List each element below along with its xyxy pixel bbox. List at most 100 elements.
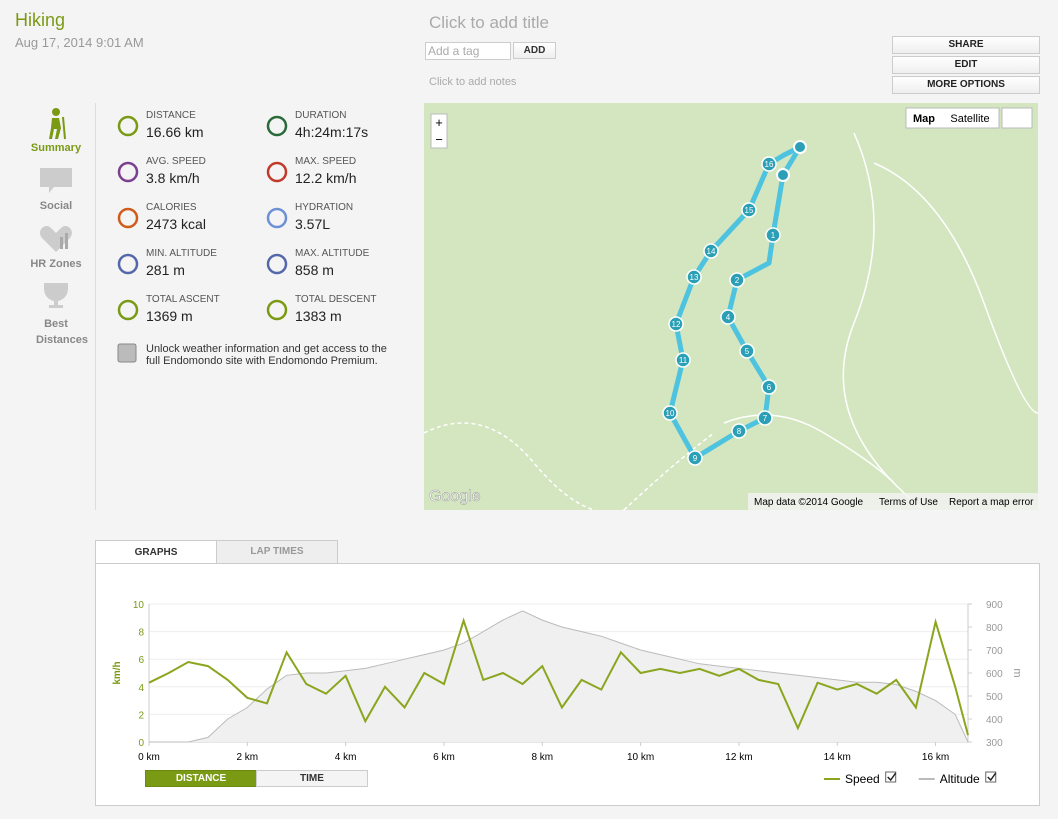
stat-label: TOTAL DESCENT	[295, 294, 377, 305]
y2-tick-label: 500	[986, 692, 1003, 703]
route-marker[interactable]	[741, 202, 757, 218]
y2-axis-label: m	[1011, 668, 1023, 677]
y2-tick-label: 600	[986, 669, 1003, 680]
nav-summary[interactable]: Summary	[30, 142, 82, 154]
y2-tick-label: 300	[986, 738, 1003, 749]
route-marker-label: 15	[745, 206, 754, 215]
x-tick-label: 0 km	[138, 752, 160, 763]
title-input[interactable]: Click to add title	[429, 13, 549, 32]
route-marker[interactable]	[761, 156, 777, 172]
x-tick-label: 14 km	[824, 752, 851, 763]
promo-text: Unlock weather information and get acces…	[146, 343, 387, 367]
route-marker[interactable]	[761, 379, 777, 395]
legend-check	[987, 772, 997, 782]
stat-value: 4h:24m:17s	[295, 124, 369, 140]
route-marker-label: 9	[693, 454, 698, 463]
route-marker[interactable]	[662, 405, 678, 421]
toggle-time[interactable]: TIME	[256, 770, 368, 787]
route-marker[interactable]	[729, 272, 745, 288]
zoom-in[interactable]: +	[435, 115, 443, 130]
route-marker-label: 4	[726, 313, 731, 322]
route-marker[interactable]	[686, 269, 702, 285]
route-marker-label: 11	[679, 356, 688, 365]
google-logo: Google	[429, 488, 481, 505]
legend-check	[887, 772, 897, 782]
more-options-button[interactable]: MORE OPTIONS	[892, 76, 1040, 94]
speed-line	[148, 617, 969, 736]
satellite-button[interactable]: Satellite	[950, 113, 989, 125]
stat-icon	[266, 253, 288, 275]
stat-label: HYDRATION	[295, 202, 354, 213]
stat-icon	[117, 207, 139, 229]
stat-icon	[266, 299, 288, 321]
route-marker[interactable]	[675, 352, 691, 368]
route-marker[interactable]	[668, 316, 684, 332]
y2-tick-label: 400	[986, 715, 1003, 726]
stat-value: 3.57L	[295, 216, 331, 232]
y-axis-label: km/h	[112, 661, 123, 684]
legend-label[interactable]: Speed	[845, 772, 880, 786]
tab-graphs[interactable]: GRAPHS	[95, 540, 217, 564]
divider	[95, 103, 96, 510]
route-marker-label: 7	[763, 414, 768, 423]
legend-checkbox[interactable]	[985, 771, 997, 783]
y-tick-label: 8	[138, 628, 144, 639]
y-tick-label: 10	[133, 600, 145, 611]
legend-checkbox[interactable]	[885, 771, 897, 783]
stat-label: MAX. ALTITUDE	[295, 248, 370, 259]
stat-value: 12.2 km/h	[295, 170, 357, 186]
stat-value: 1383 m	[295, 308, 342, 324]
stat-icon-shape	[117, 253, 139, 275]
nav-best-distances[interactable]: Best Distances	[36, 318, 88, 346]
route-marker[interactable]	[739, 343, 755, 359]
share-button[interactable]: SHARE	[892, 36, 1040, 54]
legend-label[interactable]: Altitude	[940, 772, 980, 786]
stat-label: DURATION	[295, 110, 347, 121]
route-marker-label: 1	[771, 231, 776, 240]
y2-tick-label: 900	[986, 600, 1003, 611]
add-button[interactable]: ADD	[513, 42, 556, 59]
route-marker-label: 8	[737, 427, 742, 436]
route-marker[interactable]	[687, 450, 703, 466]
stat-icon	[117, 115, 139, 137]
route-marker[interactable]	[720, 309, 736, 325]
map-button[interactable]: Map	[913, 113, 935, 125]
stat-icon	[117, 253, 139, 275]
stat-label: TOTAL ASCENT	[146, 294, 220, 305]
route-marker-label: 13	[690, 273, 699, 282]
route-marker[interactable]	[765, 227, 781, 243]
route-marker-label: 16	[765, 160, 774, 169]
nav-hr-zones[interactable]: HR Zones	[30, 258, 82, 270]
stat-icon-shape	[117, 161, 139, 183]
stat-icon	[117, 299, 139, 321]
stat-value: 3.8 km/h	[146, 170, 200, 186]
date: Aug 17, 2014 9:01 AM	[15, 35, 144, 50]
nav-social[interactable]: Social	[39, 200, 73, 212]
zoom-out[interactable]: −	[435, 132, 443, 147]
tag-input[interactable]: Add a tag	[425, 42, 511, 60]
y-tick-label: 6	[138, 655, 144, 666]
y-tick-label: 4	[138, 683, 144, 694]
stat-icon	[266, 115, 288, 137]
notes-input[interactable]: Click to add notes	[429, 76, 517, 88]
altitude-area	[149, 610, 969, 743]
stat-icon	[266, 207, 288, 229]
promo-icon	[117, 343, 137, 363]
route-marker[interactable]	[703, 243, 719, 259]
tab-lap-times[interactable]: LAP TIMES	[216, 540, 338, 564]
toggle-distance[interactable]: DISTANCE	[145, 770, 257, 787]
route-marker[interactable]	[757, 410, 773, 426]
stat-value: 281 m	[146, 262, 185, 278]
report-link[interactable]: Report a map error	[949, 497, 1034, 508]
route-marker-label: 10	[666, 409, 675, 418]
stat-icon-shape	[117, 299, 139, 321]
edit-button[interactable]: EDIT	[892, 56, 1040, 74]
nav-icons	[40, 108, 72, 308]
stat-value: 1369 m	[146, 308, 193, 324]
chart: 0 2 4 6 8 10 300 400 500 600 700 800 900 0 km 2 km 4 km…	[112, 600, 1023, 786]
y-tick-label: 2	[138, 710, 144, 721]
route-marker[interactable]	[731, 423, 747, 439]
terms-link[interactable]: Terms of Use	[879, 497, 938, 508]
y2-tick-label: 800	[986, 623, 1003, 634]
